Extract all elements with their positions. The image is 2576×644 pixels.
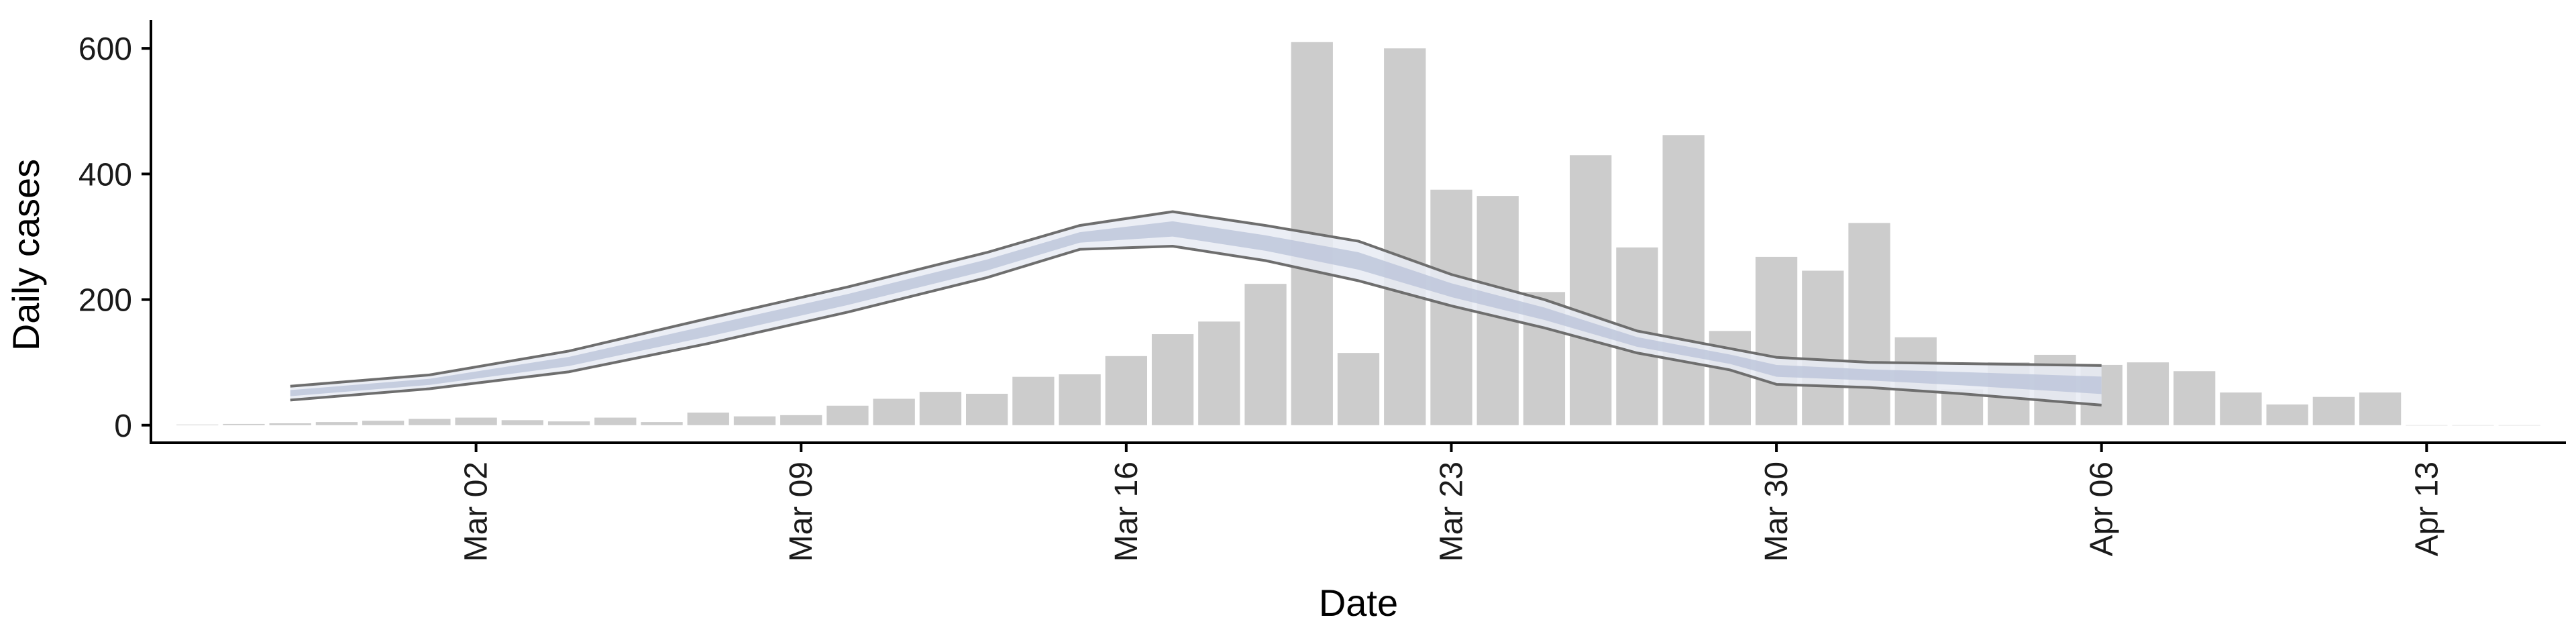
x-tick-label: Mar 09 — [784, 462, 819, 561]
case-bar — [2220, 392, 2262, 425]
case-bar — [966, 393, 1008, 425]
case-bar — [1755, 256, 1798, 425]
case-bar — [780, 415, 822, 425]
x-axis-title: Date — [1319, 582, 1398, 624]
y-tick-label: 600 — [78, 32, 132, 67]
axes — [150, 20, 2566, 444]
case-bar — [1848, 223, 1890, 425]
x-tick-label: Mar 02 — [459, 462, 494, 561]
case-bar — [501, 420, 543, 425]
x-tick-label: Mar 30 — [1759, 462, 1794, 561]
case-bar — [594, 417, 637, 425]
case-bar — [687, 413, 729, 425]
case-bar — [2498, 425, 2540, 426]
case-bar — [1105, 356, 1147, 425]
estimate-band — [290, 210, 2102, 407]
case-bar — [641, 422, 683, 425]
case-bar — [315, 422, 358, 425]
case-bar — [1059, 374, 1101, 425]
case-bar — [1662, 135, 1705, 425]
case-bar — [223, 423, 265, 425]
x-tick-label: Mar 23 — [1434, 462, 1469, 561]
case-bar — [409, 419, 451, 425]
estimate-inner-band — [290, 221, 2102, 396]
y-axis-title: Daily cases — [5, 159, 47, 351]
estimate-lower-line — [290, 244, 2102, 407]
y-axis-ticks: 0 200 400 600 — [78, 32, 151, 444]
case-bar — [2406, 425, 2448, 426]
case-bar — [873, 398, 915, 425]
x-tick-label: Mar 16 — [1109, 462, 1144, 561]
case-bar — [1570, 155, 1612, 425]
case-bar — [2174, 371, 2216, 425]
case-bar — [1384, 48, 1426, 425]
case-bar — [2452, 425, 2494, 426]
case-bar — [1802, 270, 1844, 425]
case-bar — [1337, 353, 1380, 425]
case-bar — [547, 421, 590, 425]
case-bar — [1198, 321, 1240, 425]
y-tick-label: 200 — [78, 283, 132, 319]
case-bar — [2359, 392, 2402, 425]
case-bar — [269, 423, 311, 425]
case-bar — [919, 392, 962, 425]
case-bar — [2266, 404, 2308, 425]
case-bar — [2127, 362, 2169, 425]
x-tick-label: Apr 06 — [2084, 462, 2120, 556]
case-bar — [1151, 334, 1194, 425]
case-bar — [826, 405, 869, 425]
case-bar — [733, 416, 776, 425]
case-bar — [1012, 376, 1055, 425]
case-bar — [455, 417, 497, 425]
case-bar — [2312, 396, 2355, 425]
estimate-ribbon — [290, 211, 2102, 405]
y-tick-label: 0 — [114, 409, 132, 444]
x-axis-ticks: Mar 02 Mar 09 Mar 16 Mar 23 Mar 30 Apr 06 Apr … — [459, 443, 2445, 561]
case-bar — [1244, 284, 1287, 425]
x-tick-label: Apr 13 — [2409, 462, 2445, 556]
case-bar — [362, 421, 405, 425]
estimate-upper-line — [290, 210, 2102, 388]
y-tick-label: 400 — [78, 157, 132, 193]
